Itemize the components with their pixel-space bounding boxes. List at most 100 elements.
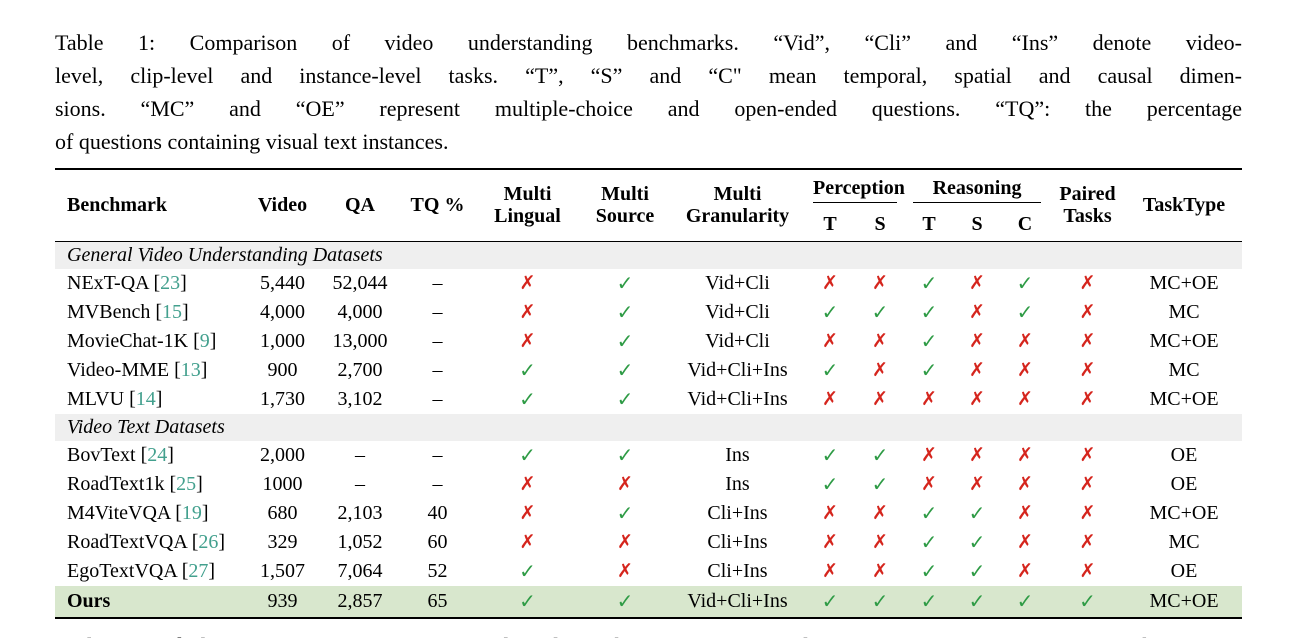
paired-tasks-cell: ✗ (1049, 269, 1126, 298)
check-icon: ✓ (821, 299, 839, 324)
check-icon: ✓ (821, 442, 839, 467)
cross-icon: ✗ (1079, 560, 1096, 582)
subcolumn-perception-s: S (874, 213, 886, 235)
multi-source-cell: ✓ (580, 298, 670, 327)
video-count-cell: 329 (267, 531, 298, 553)
paired-tasks-cell: ✗ (1049, 470, 1126, 499)
check-icon: ✓ (920, 270, 938, 295)
tasktype-cell: MC+OE (1149, 272, 1219, 294)
citation-number: 19 (181, 502, 202, 524)
caption-line: Table 1: Comparison of video understandi… (55, 30, 1242, 55)
citation-number: 13 (180, 359, 201, 381)
perception-group-label: Perception (813, 177, 905, 204)
cross-icon: ✗ (1079, 473, 1096, 495)
cross-icon: ✗ (1017, 531, 1033, 553)
granularity-cell: Vid+Cli (705, 301, 770, 323)
cross-icon: ✗ (872, 560, 888, 582)
column-header-multi-granularity: Multi Granularity (685, 182, 790, 228)
cross-icon: ✗ (519, 531, 536, 553)
citation-number: 9 (199, 330, 210, 352)
table-row: BovText [24] 2,000 – – ✓ ✓ Ins ✓ ✓ ✗ ✗ ✗ ✗ OE (55, 441, 1242, 470)
video-count-cell: 4,000 (260, 301, 305, 323)
check-icon: ✓ (968, 588, 986, 613)
perception-s-cell: ✗ (855, 269, 905, 298)
citation-number: 23 (160, 272, 181, 294)
video-count-cell: 1,730 (260, 388, 305, 410)
reasoning-s-cell: ✗ (953, 385, 1001, 414)
cross-icon: ✗ (872, 531, 888, 553)
tasktype-cell: MC+OE (1149, 388, 1219, 410)
reasoning-c-cell: ✗ (1001, 499, 1049, 528)
check-icon: ✓ (616, 328, 634, 353)
perception-t-cell: ✓ (805, 356, 855, 385)
caption-line: sions. “MC” and “OE” represent multiple-… (55, 96, 1242, 121)
granularity-cell: Cli+Ins (707, 560, 768, 582)
tasktype-cell: MC+OE (1149, 502, 1219, 524)
column-header-video: Video (257, 194, 308, 217)
granularity-cell: Cli+Ins (707, 502, 768, 524)
benchmark-name: MLVU (67, 388, 125, 410)
check-icon: ✓ (821, 471, 839, 496)
check-icon: ✓ (821, 357, 839, 382)
multi-lingual-cell: ✗ (475, 298, 580, 327)
cross-icon: ✗ (1079, 330, 1096, 352)
citation-number: 27 (188, 560, 209, 582)
check-icon: ✓ (519, 588, 536, 613)
qa-count-cell: – (355, 473, 365, 495)
table-row: MLVU [14] 1,730 3,102 – ✓ ✓ Vid+Cli+Ins ✗ ✗ ✗ ✗ ✗ ✗ M… (55, 385, 1242, 414)
tasktype-cell: MC (1168, 531, 1200, 553)
check-icon: ✓ (616, 357, 634, 382)
perception-s-cell: ✗ (855, 327, 905, 356)
reasoning-s-cell: ✓ (953, 585, 1002, 618)
check-icon: ✓ (616, 270, 634, 295)
multi-lingual-cell: ✓ (475, 441, 580, 470)
reasoning-t-cell: ✓ (905, 269, 953, 298)
multi-source-cell: ✓ (580, 499, 670, 528)
table-row: EgoTextVQA [27] 1,507 7,064 52 ✓ ✗ Cli+Ins ✗ ✗ ✓ ✓… (55, 557, 1242, 586)
granularity-cell: Ins (725, 444, 750, 466)
perception-t-cell: ✓ (805, 470, 855, 499)
cross-icon: ✗ (519, 473, 536, 495)
perception-s-cell: ✗ (855, 499, 905, 528)
cross-icon: ✗ (1079, 301, 1096, 323)
subcolumn-reasoning-s: S (971, 213, 983, 235)
qa-count-cell: 7,064 (337, 560, 383, 582)
cross-icon: ✗ (1017, 388, 1033, 410)
multi-lingual-cell: ✗ (475, 470, 580, 499)
multi-source-cell: ✓ (580, 327, 670, 356)
multi-source-cell: ✓ (580, 585, 670, 618)
reasoning-t-cell: ✓ (905, 298, 953, 327)
check-icon: ✓ (616, 500, 634, 525)
table-row: MovieChat-1K [9] 1,000 13,000 – ✗ ✓ Vid+Cli ✗ ✗ ✓… (55, 327, 1242, 356)
reasoning-c-cell: ✓ (1001, 585, 1050, 618)
check-icon: ✓ (519, 357, 536, 382)
citation-number: 14 (135, 388, 156, 410)
perception-t-cell: ✓ (805, 585, 855, 618)
multi-lingual-cell: ✓ (475, 585, 580, 618)
video-count-cell: 680 (267, 502, 298, 524)
cross-icon: ✗ (1017, 330, 1033, 352)
benchmark-name: MVBench (67, 301, 151, 323)
check-icon: ✓ (968, 500, 986, 525)
cross-icon: ✗ (1079, 359, 1096, 381)
cross-icon: ✗ (969, 330, 985, 352)
multi-source-cell: ✗ (580, 470, 670, 499)
check-icon: ✓ (1079, 588, 1096, 613)
multi-lingual-cell: ✗ (475, 327, 580, 356)
cross-icon: ✗ (822, 272, 838, 294)
citation-number: 26 (198, 531, 219, 553)
cross-icon: ✗ (1017, 560, 1033, 582)
granularity-cell: Vid+Cli+Ins (670, 585, 805, 618)
video-count-cell: 5,440 (260, 272, 305, 294)
video-count-cell: 1,507 (260, 560, 305, 582)
reasoning-t-cell: ✓ (905, 585, 954, 618)
perception-s-cell: ✗ (855, 557, 905, 586)
paired-tasks-cell: ✗ (1049, 499, 1126, 528)
check-icon: ✓ (871, 471, 889, 496)
reasoning-t-cell: ✗ (905, 441, 953, 470)
reasoning-c-cell: ✗ (1001, 327, 1049, 356)
tasktype-cell: MC (1168, 301, 1200, 323)
reasoning-s-cell: ✗ (953, 356, 1001, 385)
benchmark-name-cell: NExT-QA [23] (67, 272, 187, 294)
reasoning-s-cell: ✓ (953, 557, 1001, 586)
